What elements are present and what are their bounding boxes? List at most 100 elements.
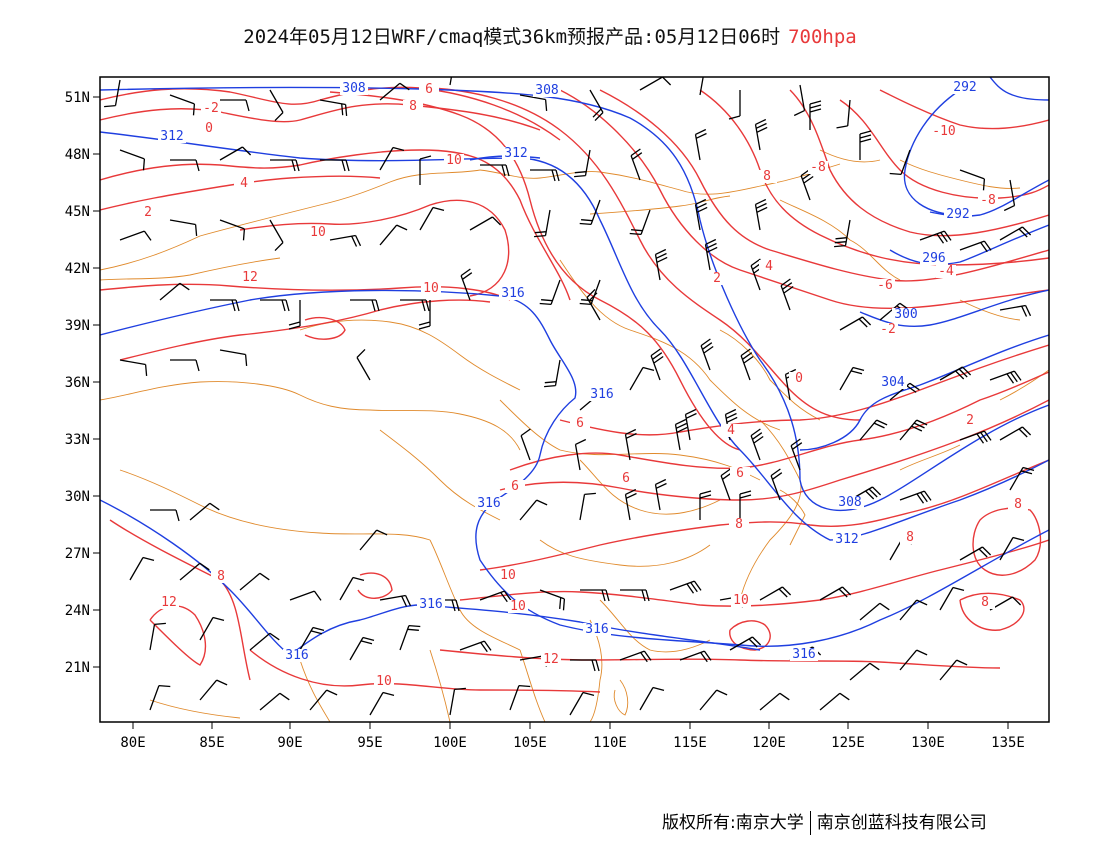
wind-barb xyxy=(839,366,865,391)
wind-barb xyxy=(150,509,180,522)
wind-barb xyxy=(700,338,714,371)
wind-barb xyxy=(119,230,152,241)
wind-barb xyxy=(959,240,992,253)
wind-barb xyxy=(919,230,952,244)
wind-barb xyxy=(359,529,388,551)
wind-barb xyxy=(379,146,405,171)
temperature-contour-label: 12 xyxy=(543,652,559,667)
wind-barb xyxy=(999,304,1032,317)
wind-barb xyxy=(418,300,431,330)
wind-barb xyxy=(834,219,851,248)
wind-barb xyxy=(694,198,708,231)
title-level: 700hpa xyxy=(788,26,857,48)
wind-barb xyxy=(669,580,702,594)
wind-barb xyxy=(539,589,566,611)
wind-barb xyxy=(339,576,365,601)
wind-barb xyxy=(624,428,637,461)
wind-barb xyxy=(219,219,246,241)
temperature-contour-label: 10 xyxy=(510,599,526,614)
height-labels: 308 308 312 312 316 316 316 316 316 316 316 312 308 3… xyxy=(158,80,979,663)
lat-tick-label: 51N xyxy=(65,90,90,106)
wind-barb xyxy=(170,359,200,372)
wind-barb xyxy=(534,209,551,238)
temperature-contour-label: 2 xyxy=(144,205,152,220)
wind-barb xyxy=(210,299,240,312)
wind-barb xyxy=(369,691,395,716)
lat-tick-label: 39N xyxy=(65,318,90,334)
wind-barb xyxy=(1009,466,1035,491)
height-contour-label: 300 xyxy=(894,307,917,322)
wind-barb xyxy=(959,169,986,191)
lat-tick-label: 27N xyxy=(65,546,90,562)
wind-barb xyxy=(480,164,510,177)
wind-barb xyxy=(800,168,814,201)
copyright-text: 版权所有:南京大学 南京创蓝科技有限公司 xyxy=(662,808,987,835)
temperature-contour-label: 8 xyxy=(735,517,743,532)
height-contour-label: 304 xyxy=(881,375,905,390)
wind-barb xyxy=(859,602,890,621)
wind-barbs xyxy=(104,77,1035,716)
height-contour-label: 292 xyxy=(953,80,976,95)
wind-barb xyxy=(586,288,601,321)
wind-barb xyxy=(624,488,637,521)
wind-barb xyxy=(699,689,728,711)
height-contour-label: 312 xyxy=(504,146,527,161)
wind-barb xyxy=(704,238,718,271)
temperature-contour-label: -10 xyxy=(932,124,955,139)
height-contour-label: 308 xyxy=(535,83,558,98)
temperature-contour-label: -2 xyxy=(880,322,896,337)
wind-barb xyxy=(819,692,850,711)
wind-barb xyxy=(740,348,754,381)
wind-barb xyxy=(684,408,697,441)
wind-barb xyxy=(119,359,148,376)
height-contour-label: 296 xyxy=(922,251,945,266)
height-contour-label: 316 xyxy=(590,387,613,402)
wind-barb xyxy=(569,691,595,716)
temperature-contour-label: 10 xyxy=(310,225,326,240)
wind-barb xyxy=(999,536,1025,561)
temperature-contour-label: 8 xyxy=(217,569,225,584)
lon-tick-label: 105E xyxy=(513,735,547,751)
wind-barb xyxy=(544,359,561,388)
wind-barb xyxy=(739,490,752,520)
wind-barb xyxy=(129,556,155,581)
wind-barb xyxy=(419,206,445,231)
wind-barb xyxy=(309,689,338,711)
wind-barb xyxy=(299,626,325,651)
wind-barb xyxy=(589,89,604,122)
temperature-contour-label: 6 xyxy=(736,466,744,481)
wind-barb xyxy=(620,589,650,602)
wind-barb xyxy=(356,348,371,381)
wind-barb xyxy=(899,419,928,441)
temperature-contour-label: -8 xyxy=(810,160,826,175)
wind-barb xyxy=(899,649,928,671)
wind-barb xyxy=(939,366,972,381)
wind-barb xyxy=(999,226,1032,241)
wind-barb xyxy=(654,248,668,281)
lon-tick-label: 115E xyxy=(673,735,707,751)
wind-barb xyxy=(654,478,667,511)
wind-barb xyxy=(899,490,932,504)
wind-barb xyxy=(579,199,601,226)
wind-barb xyxy=(520,428,531,461)
wind-barb xyxy=(579,492,596,521)
wind-barb xyxy=(780,278,794,311)
wind-barb xyxy=(629,209,651,236)
temperature-contour-label: 12 xyxy=(161,595,177,610)
wind-barb xyxy=(349,636,375,661)
temperature-contour-label: 0 xyxy=(205,121,213,136)
wind-barb xyxy=(699,490,712,520)
temperature-contour-label: -4 xyxy=(938,264,954,279)
lon-tick-label: 85E xyxy=(199,735,224,751)
wind-barb xyxy=(859,130,872,160)
temperature-contour-label: -8 xyxy=(980,193,996,208)
wind-barb xyxy=(849,486,882,501)
wind-barb xyxy=(249,632,280,651)
wind-barb xyxy=(219,146,252,161)
temperature-contour-label: 10 xyxy=(423,281,439,296)
lat-tick-label: 48N xyxy=(65,147,90,163)
wind-barb xyxy=(579,279,601,306)
wind-barb xyxy=(449,77,453,86)
lon-tick-label: 110E xyxy=(593,735,627,751)
